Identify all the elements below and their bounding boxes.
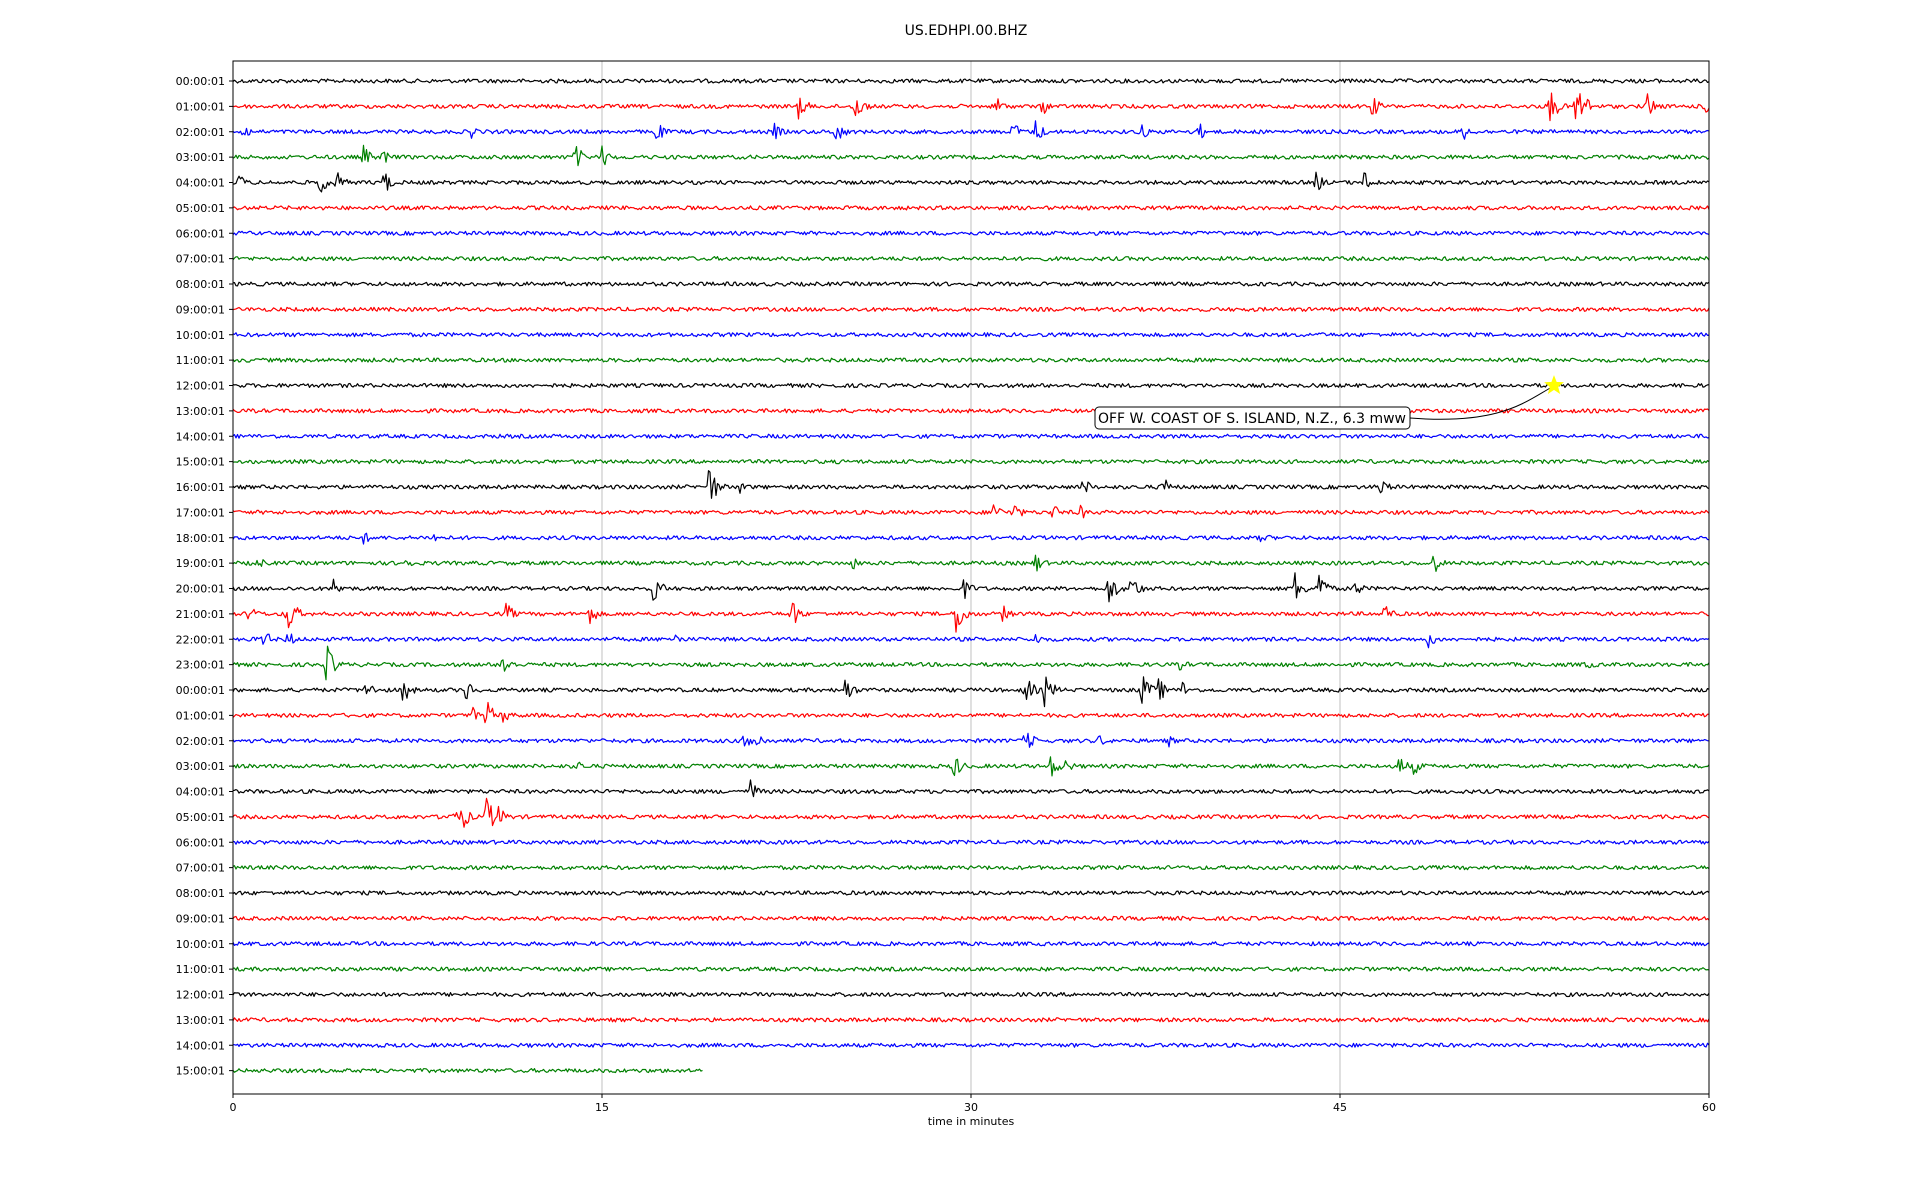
trace-line	[232, 554, 1710, 572]
event-star-marker	[1544, 375, 1564, 394]
trace-line	[232, 1068, 703, 1074]
trace-line	[232, 120, 1710, 140]
trace-line	[232, 890, 1710, 896]
chart-title: US.EDHPI.00.BHZ	[905, 23, 1028, 39]
row-time-labels: 00:00:01 01:00:01 02:00:01 03:00:01 04:00:01…	[176, 75, 233, 1078]
row-time-label: 21:00:01	[176, 608, 225, 621]
row-time-label: 00:00:01	[176, 75, 225, 88]
row-time-label: 02:00:01	[176, 735, 225, 748]
trace-line	[232, 144, 1710, 167]
trace-line	[232, 797, 1710, 828]
row-time-label: 05:00:01	[176, 202, 225, 215]
trace-line	[232, 382, 1710, 389]
row-time-label: 08:00:01	[176, 887, 225, 900]
trace-line	[232, 504, 1710, 519]
x-axis-label: time in minutes	[928, 1115, 1015, 1128]
row-time-label: 08:00:01	[176, 278, 225, 291]
trace-line	[232, 78, 1710, 84]
row-time-label: 04:00:01	[176, 786, 225, 799]
trace-line	[232, 756, 1710, 777]
row-time-label: 03:00:01	[176, 151, 225, 164]
row-time-label: 20:00:01	[176, 583, 225, 596]
row-time-label: 03:00:01	[176, 760, 225, 773]
row-time-label: 15:00:01	[176, 1065, 225, 1078]
row-time-label: 07:00:01	[176, 862, 225, 875]
row-time-label: 17:00:01	[176, 506, 225, 519]
x-tick-label: 45	[1333, 1101, 1347, 1114]
row-time-label: 09:00:01	[176, 912, 225, 925]
trace-line	[232, 357, 1710, 363]
trace-line	[232, 572, 1710, 603]
row-time-label: 04:00:01	[176, 177, 225, 190]
trace-line	[233, 966, 1710, 972]
row-time-label: 06:00:01	[176, 227, 225, 240]
row-time-label: 18:00:01	[176, 532, 225, 545]
trace-line	[233, 92, 1710, 122]
row-time-label: 01:00:01	[176, 100, 225, 113]
trace-line	[232, 676, 1710, 708]
annotation-text: OFF W. COAST OF S. ISLAND, N.Z., 6.3 mww	[1098, 411, 1406, 427]
row-time-label: 02:00:01	[176, 126, 225, 139]
trace-line	[232, 171, 1710, 193]
x-tick-label: 0	[230, 1101, 237, 1114]
trace-line	[232, 865, 1710, 871]
row-time-label: 12:00:01	[176, 989, 225, 1002]
event-annotation: OFF W. COAST OF S. ISLAND, N.Z., 6.3 mww	[1094, 375, 1564, 430]
trace-line	[232, 633, 1710, 649]
trace-line	[232, 701, 1709, 724]
row-time-label: 19:00:01	[176, 557, 225, 570]
row-time-label: 14:00:01	[176, 1039, 225, 1052]
trace-line	[232, 459, 1710, 465]
trace-line	[232, 205, 1710, 211]
trace-line	[233, 1042, 1710, 1048]
x-tick-label: 30	[964, 1101, 978, 1114]
row-time-label: 12:00:01	[176, 380, 225, 393]
trace-line	[232, 839, 1710, 845]
trace-line	[232, 602, 1710, 633]
trace-line	[232, 230, 1710, 236]
row-time-label: 10:00:01	[176, 329, 225, 342]
trace-line	[232, 470, 1710, 499]
row-time-label: 22:00:01	[176, 633, 225, 646]
trace-line	[232, 256, 1710, 262]
trace-line	[232, 306, 1710, 312]
row-time-label: 13:00:01	[176, 405, 225, 418]
row-time-label: 14:00:01	[176, 430, 225, 443]
trace-line	[232, 645, 1710, 681]
x-tick-label: 60	[1702, 1101, 1716, 1114]
row-time-label: 10:00:01	[176, 938, 225, 951]
x-tick-label: 15	[595, 1101, 609, 1114]
trace-line	[232, 532, 1710, 545]
row-time-label: 06:00:01	[176, 836, 225, 849]
seismic-traces	[232, 78, 1710, 1074]
trace-line	[232, 332, 1710, 338]
x-axis: 0 15 30 45 60	[230, 1094, 1716, 1114]
annotation-arrow	[1409, 386, 1553, 420]
row-time-label: 16:00:01	[176, 481, 225, 494]
row-time-label: 15:00:01	[176, 456, 225, 469]
row-time-label: 05:00:01	[176, 811, 225, 824]
trace-line	[232, 408, 1710, 414]
annotation-box	[1094, 406, 1411, 430]
row-time-label: 13:00:01	[176, 1014, 225, 1027]
trace-line	[232, 991, 1710, 998]
row-time-label: 11:00:01	[176, 963, 225, 976]
row-time-label: 09:00:01	[176, 303, 225, 316]
row-time-label: 11:00:01	[176, 354, 225, 367]
row-time-label: 07:00:01	[176, 253, 225, 266]
trace-line	[232, 915, 1710, 921]
trace-line	[232, 779, 1710, 798]
trace-line	[232, 732, 1710, 748]
trace-line	[232, 433, 1710, 439]
vertical-gridlines	[601, 61, 1341, 1094]
row-time-label: 00:00:01	[176, 684, 225, 697]
trace-line	[232, 941, 1710, 947]
trace-line	[232, 1017, 1710, 1023]
trace-line	[232, 281, 1710, 287]
row-time-label: 23:00:01	[176, 659, 225, 672]
row-time-label: 01:00:01	[176, 709, 225, 722]
